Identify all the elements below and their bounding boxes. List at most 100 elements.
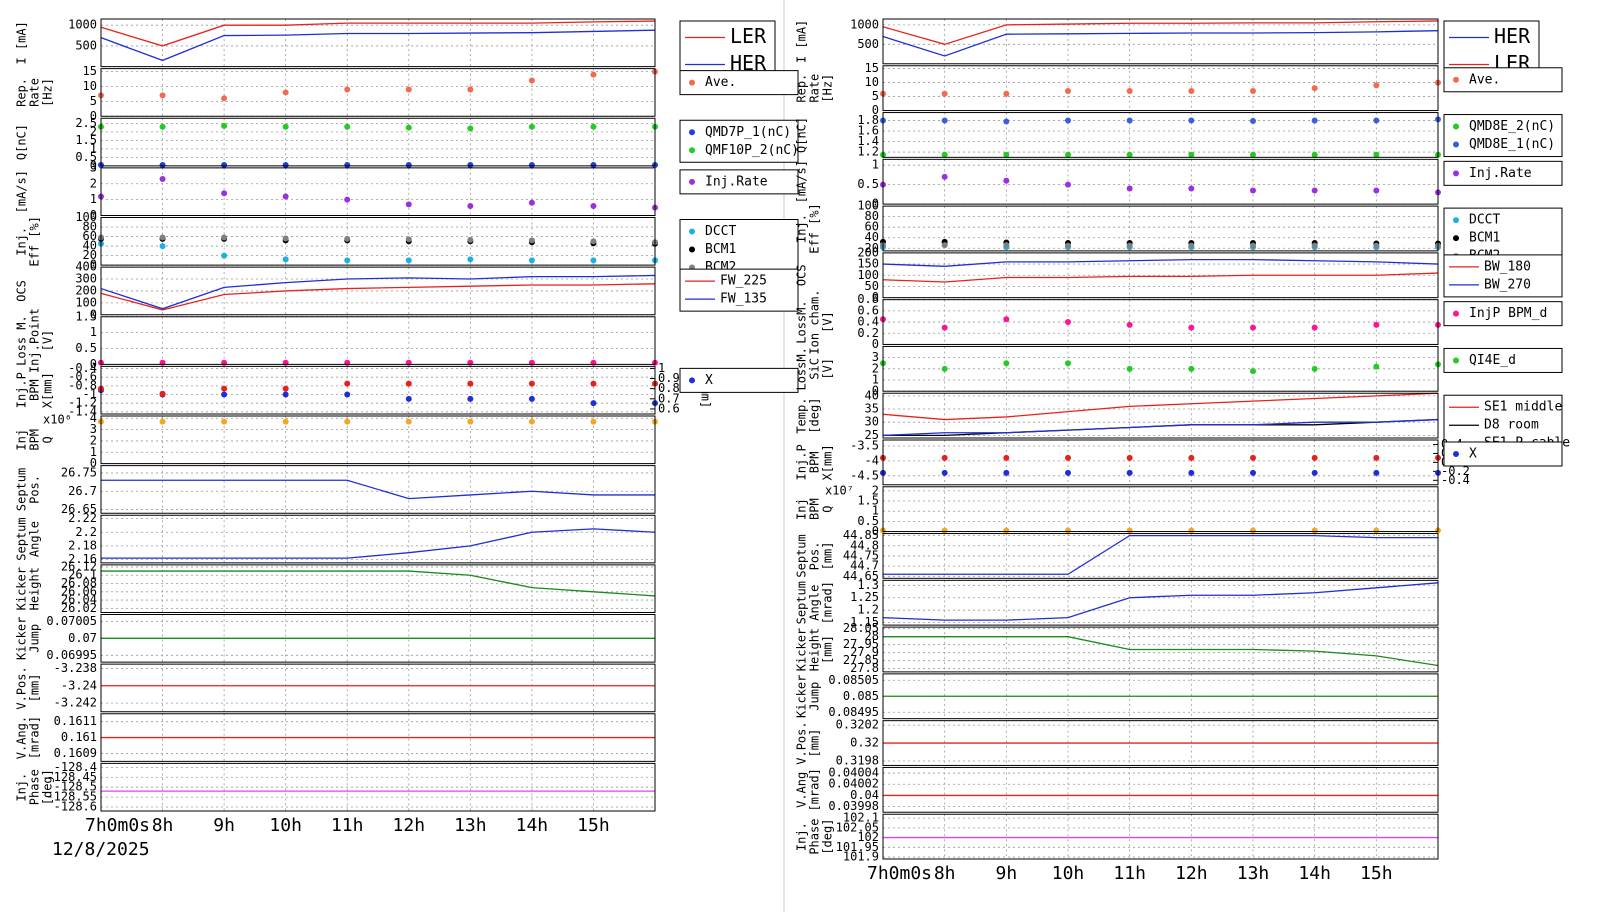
y-tick-label: 200: [857, 245, 879, 259]
y-tick-label: -128.45: [46, 770, 97, 784]
legend-label: X: [705, 373, 713, 388]
y-tick-label: 0.06995: [46, 648, 97, 662]
y-axis-label: [mm]: [821, 635, 835, 664]
series-point: [405, 124, 412, 131]
series-line: [882, 20, 1439, 45]
series-point: [1311, 151, 1318, 158]
y-tick-label: 0.1609: [54, 746, 97, 760]
y-axis-label: Phase: [28, 769, 42, 805]
y-tick-label: 0.4: [857, 315, 879, 329]
series-point: [1065, 242, 1071, 249]
y-tick-label: 1: [872, 504, 879, 518]
y-axis-label: Inj.: [795, 214, 809, 243]
series-point: [405, 257, 412, 264]
legend-box: [1443, 347, 1563, 373]
y-axis-label: Phase: [808, 819, 822, 855]
series-point: [1311, 527, 1318, 534]
series-point: [467, 236, 474, 243]
series-point: [282, 418, 289, 425]
y-axis-label: [mrad]: [28, 716, 42, 759]
y-tick-label: 0: [90, 456, 97, 470]
series-point: [1373, 469, 1380, 476]
y-axis-label: [mA/s]: [15, 170, 29, 213]
y-tick-label: -3.24: [61, 678, 97, 692]
y-tick-label: 1.5: [75, 309, 97, 323]
y2-tick-label: 1: [658, 361, 665, 375]
series-point: [221, 122, 228, 129]
y-tick-label: 35: [865, 402, 879, 416]
y-tick-label: 10: [865, 75, 879, 89]
y-tick-label: 100: [857, 268, 879, 282]
series-point: [528, 380, 535, 387]
series-point: [590, 202, 597, 209]
legend-label: DCCT: [1469, 213, 1500, 228]
y-axis-label: Height: [808, 628, 822, 671]
series-line: [882, 30, 1439, 57]
panel-frame: [100, 465, 656, 514]
series-point: [1250, 242, 1256, 249]
legend-label: BW_270: [1484, 277, 1531, 292]
series-point: [1188, 527, 1195, 534]
y-tick-label: 1.25: [850, 590, 879, 604]
y-tick-label: 44.8: [850, 538, 879, 552]
legend-label: QMD8E_1(nC): [1469, 137, 1555, 152]
y-tick-label: 10: [83, 79, 97, 93]
legend-box: [1443, 441, 1563, 467]
series-point: [159, 92, 166, 99]
legend-label: X: [1469, 447, 1477, 462]
y-tick-label: 60: [865, 220, 879, 234]
series-point: [1126, 151, 1133, 158]
series-point: [467, 202, 474, 209]
series-line: [882, 272, 1439, 283]
series-point: [221, 359, 228, 366]
series-line: [100, 283, 656, 311]
legend-swatch: [1453, 235, 1459, 242]
series-point: [1250, 117, 1256, 124]
legend-swatch: [1453, 357, 1459, 364]
y-tick-label: 2: [90, 124, 97, 138]
x-tick-label: 15h: [577, 815, 610, 836]
y-axis-label: [deg]: [808, 398, 822, 434]
y-tick-label: 1: [90, 141, 97, 155]
legend-swatch: [689, 246, 695, 253]
series-point: [941, 365, 948, 372]
y-tick-label: 0.07005: [46, 614, 97, 628]
y-tick-label: -128.5: [54, 780, 97, 794]
series-point: [159, 123, 166, 130]
y-tick-label: 1.3: [857, 578, 879, 592]
y-axis-label: Temp.: [795, 398, 809, 434]
y-tick-label: 1.2: [857, 603, 879, 617]
series-point: [941, 527, 948, 534]
series-point: [282, 123, 289, 130]
y-axis-label: Height: [28, 567, 42, 610]
panel-frame: [882, 766, 1439, 813]
legend-swatch: [1453, 76, 1459, 83]
y-axis-label: Angle: [808, 585, 822, 621]
series-point: [528, 162, 535, 169]
series-point: [344, 380, 351, 387]
legend-label: DCCT: [705, 224, 736, 239]
series-line: [883, 534, 1438, 575]
series-point: [528, 359, 535, 366]
x-tick-label: 8h: [934, 863, 956, 884]
series-point: [282, 359, 289, 366]
x-tick-label: 13h: [454, 815, 487, 836]
y-tick-label: 0: [872, 524, 879, 538]
y2-tick-label: 0.7: [658, 391, 680, 405]
y-axis-label: Ion cham.: [808, 290, 822, 355]
panel-frame: [882, 486, 1439, 533]
y-tick-label: 2: [90, 433, 97, 447]
series-point: [941, 151, 948, 158]
series-point: [1188, 151, 1195, 158]
series-point: [1311, 242, 1318, 249]
y-axis-label: Loss M.: [15, 315, 29, 366]
series-point: [467, 162, 474, 169]
y-axis-label: Rep.: [795, 74, 809, 103]
y-tick-label: -1.2: [68, 396, 97, 410]
panel-frame: [100, 167, 656, 216]
series-line: [882, 258, 1439, 267]
panel-frame: [882, 813, 1439, 860]
panel-frame: [882, 299, 1439, 345]
legend-label: BCM1: [1469, 231, 1500, 246]
y-tick-label: 0: [872, 337, 879, 351]
